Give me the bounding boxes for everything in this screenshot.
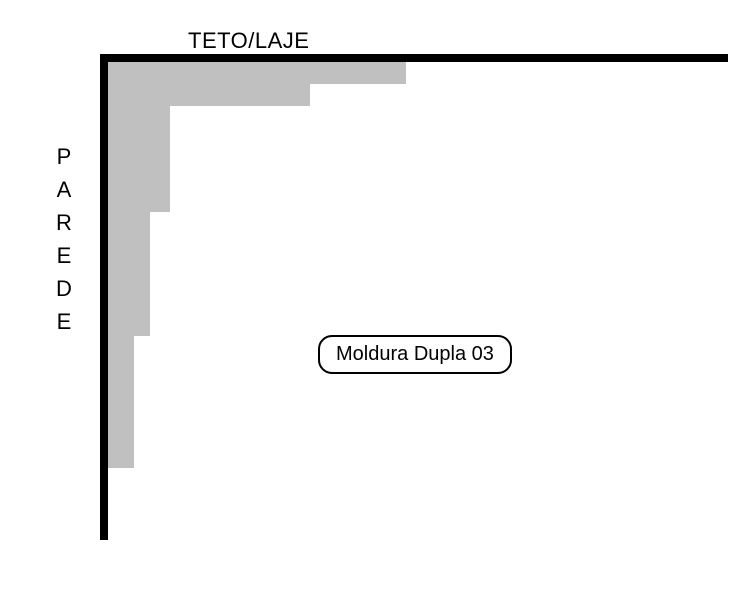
label-ceiling: TETO/LAJE [188,28,309,54]
label-wall-letter: R [56,206,72,239]
label-wall-letter: P [56,140,72,173]
molding-name-badge: Moldura Dupla 03 [318,335,512,374]
molding-diagram: TETO/LAJE P A R E D E Moldura Dupla 03 [0,0,746,599]
frame-lines [100,58,728,540]
diagram-svg [0,0,746,599]
molding-shapes [108,62,406,468]
label-wall-letter: E [56,239,72,272]
label-wall-letter: E [56,305,72,338]
label-wall-letter: A [56,173,72,206]
label-wall: P A R E D E [56,140,72,338]
label-wall-letter: D [56,272,72,305]
